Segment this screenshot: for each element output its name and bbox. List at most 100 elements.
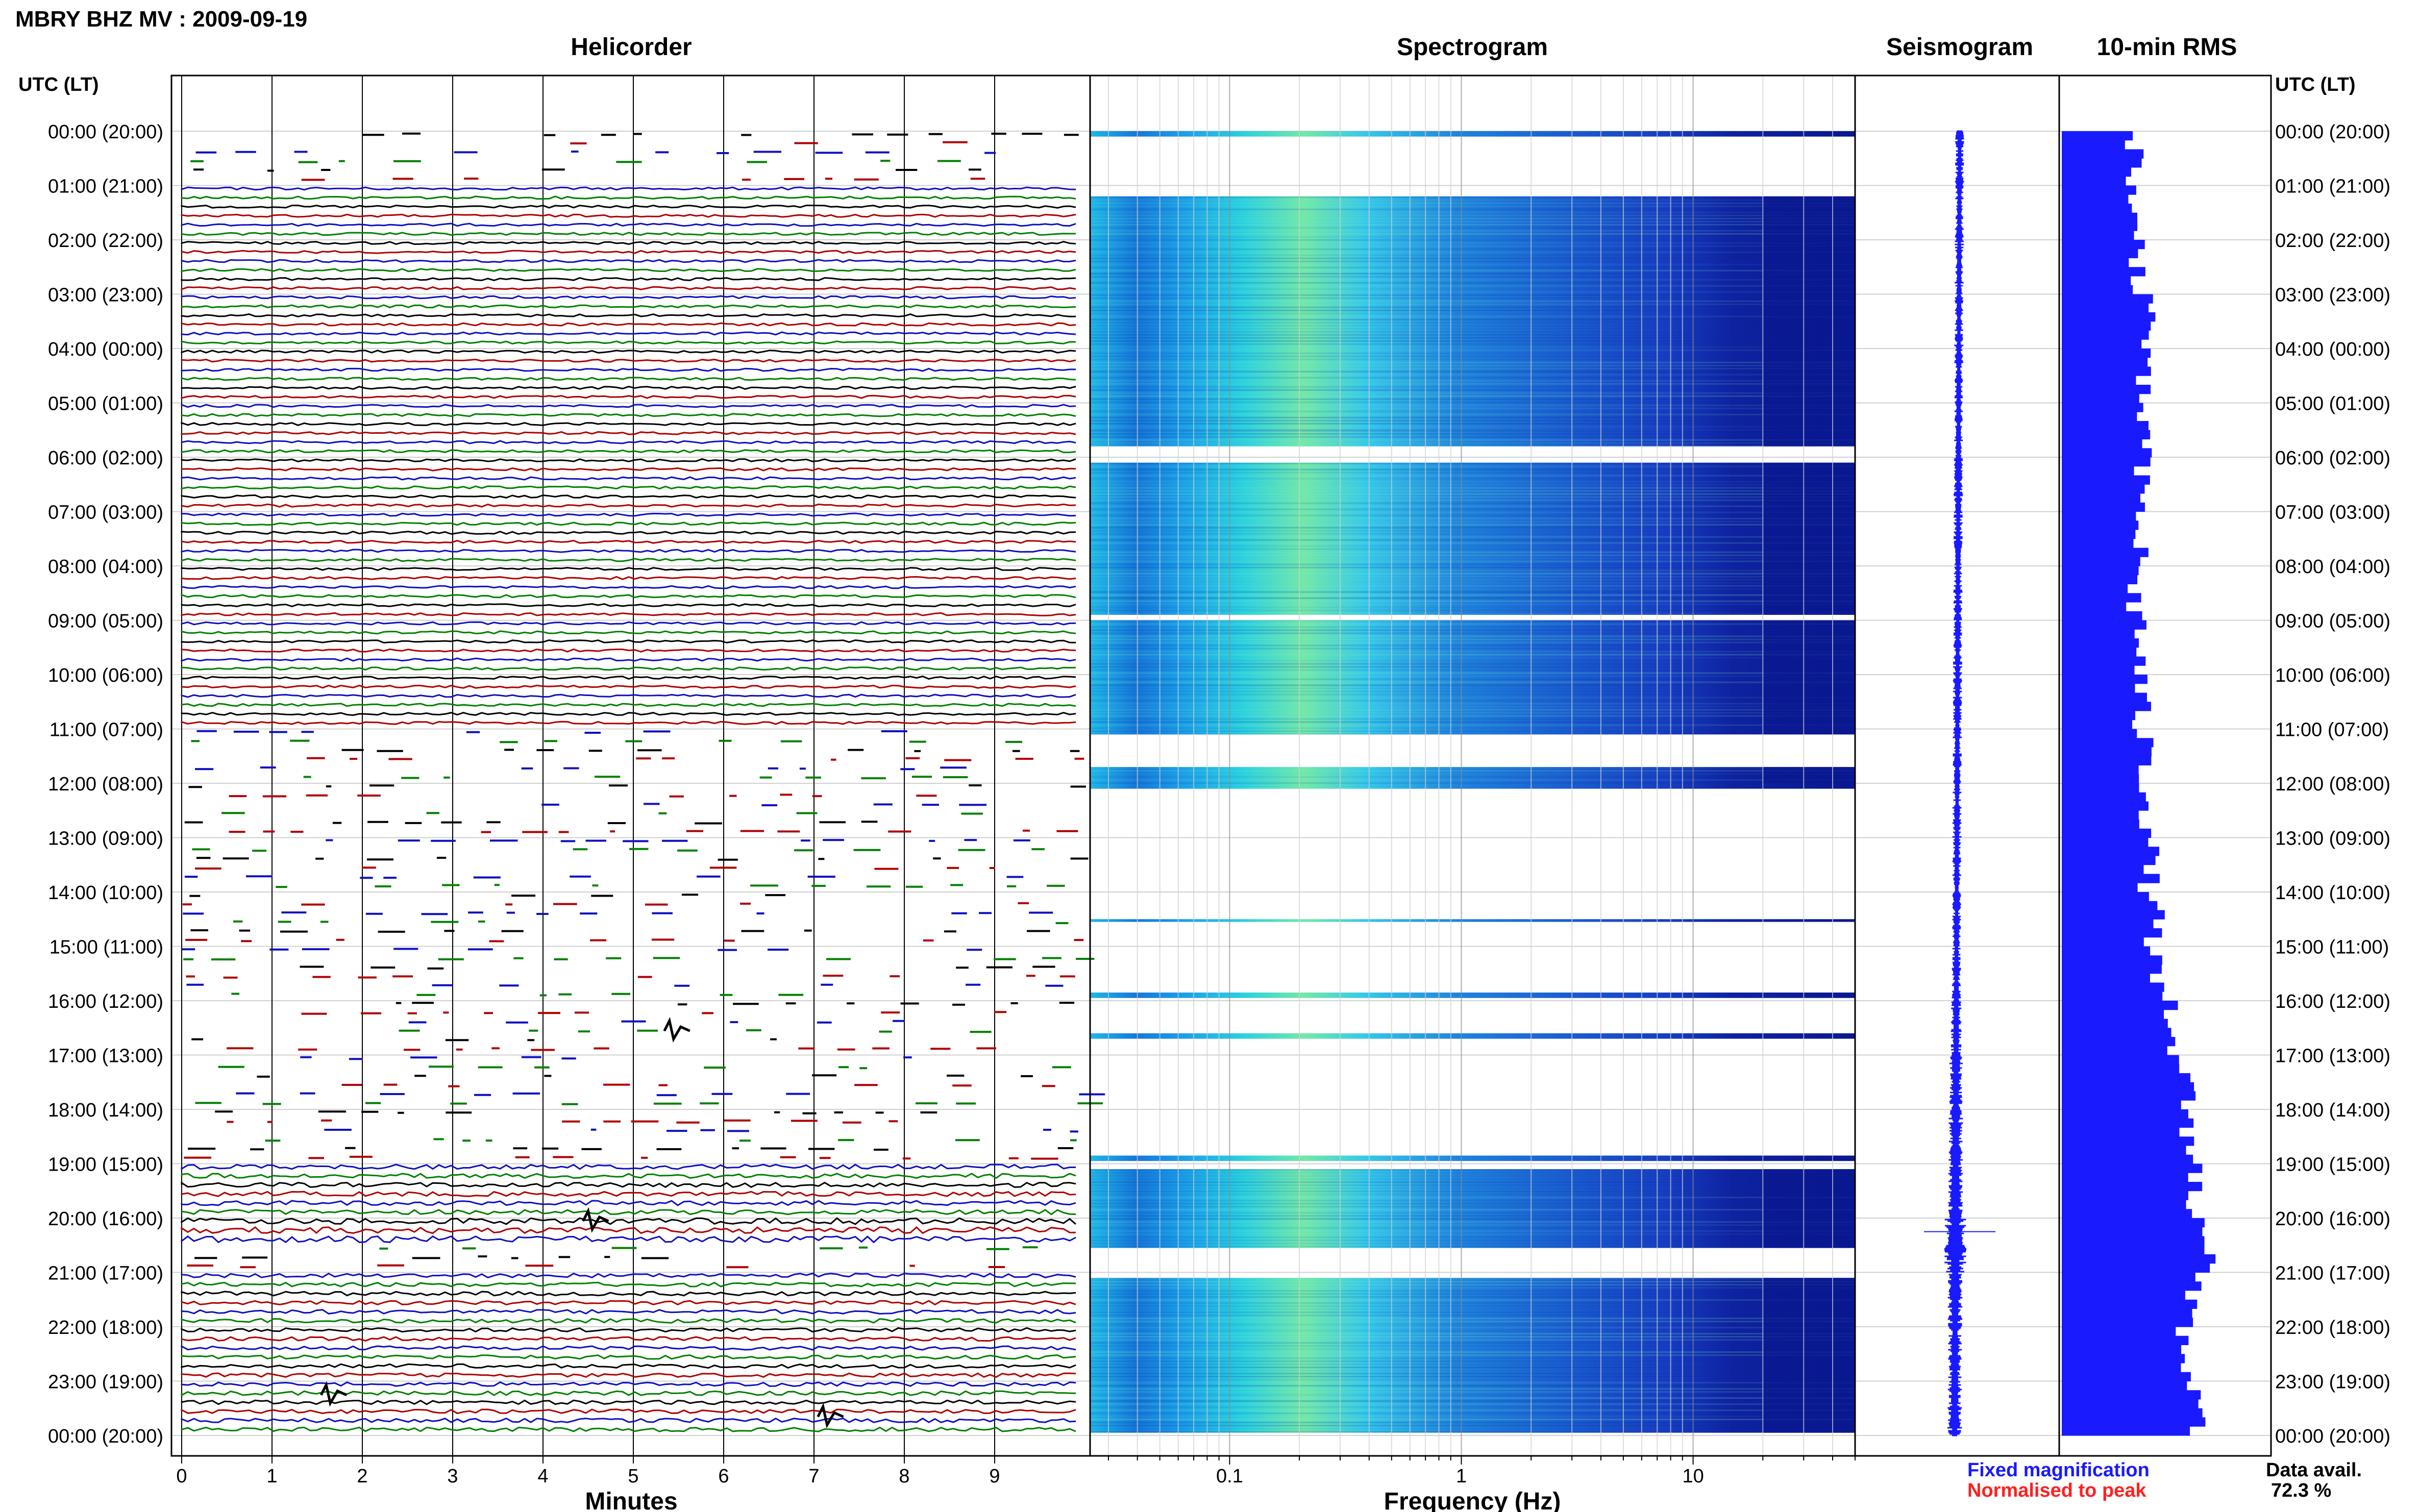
spectrogram-streak — [1090, 612, 1855, 614]
rms-bar — [2062, 711, 2135, 721]
rms-bar — [2062, 131, 2133, 141]
spectrogram-streak — [1090, 724, 1855, 726]
helicorder-row — [181, 204, 1076, 209]
spectrogram-streak — [1090, 1333, 1855, 1335]
spectrogram-streak — [1090, 779, 1855, 781]
spectrogram-band — [1090, 1278, 1855, 1433]
spectrogram-streak — [1090, 1406, 1855, 1408]
spectrogram-streak — [1090, 1178, 1855, 1180]
rms-bar — [2062, 792, 2146, 802]
rms-bar — [2062, 1118, 2194, 1128]
spectrogram-streak — [1090, 721, 1855, 723]
spectrogram-streak — [1090, 346, 1855, 348]
helicorder-x-ticks: 0 1 2 3 4 5 6 7 8 9 — [176, 1456, 1000, 1487]
rms-bar — [2062, 620, 2146, 630]
rms-bar — [2062, 1318, 2193, 1327]
helicorder-traces — [181, 132, 1105, 1432]
helicorder-row — [195, 766, 967, 771]
rms-bar — [2062, 874, 2160, 883]
spectrogram-streak — [1090, 321, 1855, 324]
helicorder-row — [181, 503, 1076, 508]
spectrogram-streak — [1090, 465, 1855, 467]
legend-normalised-to-peak: Normalised to peak — [1967, 1480, 2146, 1501]
helicorder-row — [181, 1163, 1076, 1171]
spectrogram-streak — [1090, 1287, 1855, 1289]
spectrogram-streak — [1090, 481, 1855, 483]
spectrogram-highfreq — [1763, 767, 1855, 783]
rms-bar — [2062, 140, 2125, 150]
rms-bar — [2062, 955, 2162, 965]
spectrogram-streak — [1090, 370, 1855, 373]
rms-bar — [2062, 1345, 2182, 1354]
helicorder-row — [188, 784, 1086, 788]
spectrogram-streak — [1090, 603, 1855, 605]
spectrogram-streak — [1090, 626, 1855, 628]
x-tick-label: 3 — [447, 1466, 458, 1487]
time-label: 15:00 (11:00) — [50, 937, 163, 958]
spectrogram-streak — [1090, 773, 1855, 775]
spectrogram-streak — [1090, 1379, 1855, 1381]
rms-bar — [2062, 729, 2137, 738]
rms-bar — [2062, 629, 2135, 639]
spectrogram-streak — [1090, 687, 1855, 689]
helicorder-row — [181, 558, 1076, 562]
rms-bar — [2062, 1046, 2167, 1055]
spectrogram-streak — [1090, 251, 1855, 253]
rms-bar — [2062, 964, 2162, 974]
rms-bar — [2062, 1354, 2185, 1364]
helicorder-row — [236, 1092, 1105, 1097]
spectrogram-streak — [1090, 620, 1855, 622]
helicorder-row — [379, 1246, 1038, 1250]
rms-bar — [2062, 221, 2138, 231]
spectrogram-streak — [1090, 442, 1855, 444]
helicorder-row — [181, 539, 1076, 544]
helicorder-row — [181, 1235, 1076, 1244]
rms-bar — [2062, 1100, 2181, 1110]
rms-bar — [2062, 240, 2145, 250]
helicorder-row — [183, 911, 1053, 915]
helicorder-row — [181, 413, 1076, 417]
spectrogram-streak — [1090, 569, 1855, 572]
helicorder-row — [193, 168, 981, 172]
helicorder-row — [181, 458, 1076, 463]
spectrogram-frequency-lines — [1107, 76, 1856, 1456]
seismogram-trace — [1924, 130, 1995, 1436]
rms-bar — [2062, 421, 2149, 431]
x-tick-label: 7 — [808, 1466, 819, 1487]
spectrogram-band — [1090, 993, 1855, 998]
helicorder-row — [326, 839, 1030, 842]
helicorder-row — [196, 857, 1089, 861]
rms-bar — [2062, 475, 2150, 485]
spectrogram-streak — [1090, 606, 1855, 608]
helicorder-row — [191, 739, 1022, 743]
rms-bar — [2062, 765, 2139, 775]
helicorder-row — [181, 603, 1076, 608]
helicorder-row — [181, 1217, 1076, 1225]
rms-bar — [2062, 810, 2139, 820]
spectrogram-streak — [1090, 1246, 1855, 1248]
x-tick-label: 6 — [718, 1466, 729, 1487]
data-availability-value: 72.3 % — [2271, 1480, 2331, 1501]
spectrogram-streak — [1090, 202, 1855, 204]
spectrogram-streak — [1090, 487, 1855, 489]
spectrogram-streak — [1090, 272, 1855, 275]
helicorder-row — [181, 639, 1076, 644]
helicorder-row — [181, 440, 1076, 444]
time-label: 02:00 (22:00) — [2275, 230, 2390, 252]
spectrogram-streak — [1090, 436, 1855, 438]
helicorder-row — [181, 1327, 1076, 1333]
helicorder-row — [181, 268, 1076, 272]
rms-bar — [2062, 1136, 2194, 1146]
spectrogram-streak — [1090, 1403, 1855, 1405]
helicorder-row — [181, 331, 1076, 336]
rms-bar — [2062, 1335, 2189, 1345]
helicorder-row — [181, 322, 1076, 327]
time-label: 03:00 (23:00) — [2275, 285, 2390, 306]
helicorder-row — [341, 1083, 1055, 1087]
helicorder-row — [300, 1056, 912, 1060]
spectrogram-streak — [1090, 1373, 1855, 1375]
spectrogram-streak — [1090, 1315, 1855, 1317]
helicorder-row — [181, 467, 1076, 472]
spectrogram-streak — [1090, 1194, 1855, 1196]
helicorder-row — [181, 1363, 1076, 1369]
